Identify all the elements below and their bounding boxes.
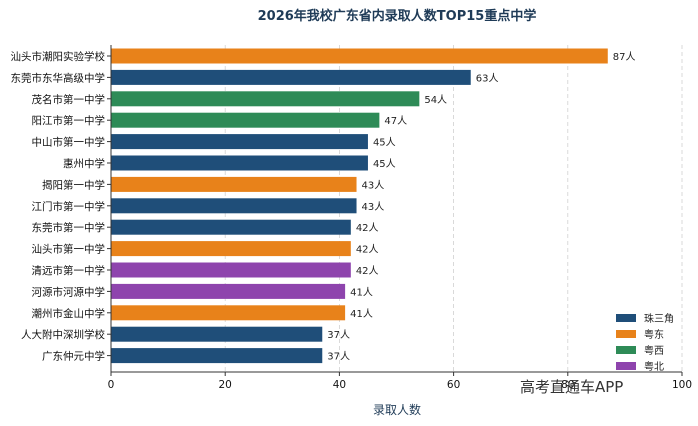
watermark: 高考直通车APP	[520, 378, 623, 396]
data-label: 42人	[356, 244, 379, 256]
x-tick-label: 0	[108, 379, 115, 391]
data-label: 43人	[362, 201, 385, 213]
bar	[111, 326, 323, 342]
y-tick-label: 河源市河源中学	[32, 285, 106, 298]
bar	[111, 69, 471, 85]
data-label: 45人	[373, 158, 396, 170]
data-label: 37人	[327, 351, 350, 363]
x-tick-label: 60	[447, 379, 460, 391]
bar	[111, 241, 351, 257]
legend-label: 粤东	[644, 328, 664, 341]
bars	[111, 48, 608, 364]
x-tick-label: 20	[219, 379, 232, 391]
chart-title: 2026年我校广东省内录取人数TOP15重点中学	[258, 8, 537, 24]
bar	[111, 112, 380, 128]
x-axis-label: 录取人数	[373, 402, 421, 417]
y-tick-label: 人大附中深圳学校	[21, 328, 105, 341]
y-tick-label: 汕头市第一中学	[32, 243, 106, 256]
bar	[111, 91, 420, 107]
bar	[111, 176, 357, 192]
y-tick-label: 茂名市第一中学	[32, 93, 106, 106]
legend-label: 粤北	[644, 360, 664, 373]
data-label: 41人	[350, 286, 373, 298]
legend-label: 粤西	[644, 344, 664, 357]
data-label: 42人	[356, 265, 379, 277]
data-label: 37人	[327, 329, 350, 341]
y-tick-label: 中山市第一中学	[32, 136, 106, 149]
data-label: 43人	[362, 179, 385, 191]
bar	[111, 48, 608, 64]
legend-label: 珠三角	[644, 312, 674, 325]
data-label: 87人	[613, 51, 636, 63]
bar	[111, 305, 346, 321]
y-tick-label: 汕头市潮阳实验学校	[11, 50, 106, 63]
legend-swatch	[616, 330, 636, 338]
data-label: 42人	[356, 222, 379, 234]
data-label: 47人	[384, 115, 407, 127]
data-label: 45人	[373, 137, 396, 149]
x-tick-labels: 0 20 40 60 80 100	[108, 372, 692, 391]
y-tick-label: 东莞市第一中学	[32, 221, 106, 234]
y-tick-label: 潮州市金山中学	[32, 307, 106, 320]
x-tick-label: 100	[672, 379, 692, 391]
axes	[110, 45, 682, 373]
data-label: 41人	[350, 308, 373, 320]
y-tick-label: 惠州中学	[63, 157, 105, 170]
bar	[111, 262, 351, 278]
bar	[111, 283, 346, 299]
y-tick-label: 揭阳第一中学	[42, 178, 105, 191]
bar	[111, 155, 368, 171]
data-label: 54人	[424, 94, 447, 106]
x-tick-label: 40	[333, 379, 346, 391]
legend-swatch	[616, 314, 636, 322]
y-tick-labels: 汕头市潮阳实验学校东莞市东华高级中学茂名市第一中学阳江市第一中学中山市第一中学惠…	[11, 50, 111, 363]
y-tick-label: 清远市第一中学	[32, 264, 106, 277]
y-tick-label: 阳江市第一中学	[32, 114, 106, 127]
data-labels: 87人63人54人47人45人45人43人43人42人42人42人41人41人3…	[327, 51, 635, 363]
bar	[111, 348, 323, 364]
legend-swatch	[616, 362, 636, 370]
bar	[111, 134, 368, 150]
data-label: 63人	[476, 72, 499, 84]
bar	[111, 219, 351, 235]
y-tick-label: 东莞市东华高级中学	[11, 71, 106, 84]
x-tick-label: 80	[561, 379, 574, 391]
legend-swatch	[616, 346, 636, 354]
bar	[111, 198, 357, 214]
y-tick-label: 广东仲元中学	[42, 350, 105, 363]
y-tick-label: 江门市第一中学	[32, 200, 106, 213]
